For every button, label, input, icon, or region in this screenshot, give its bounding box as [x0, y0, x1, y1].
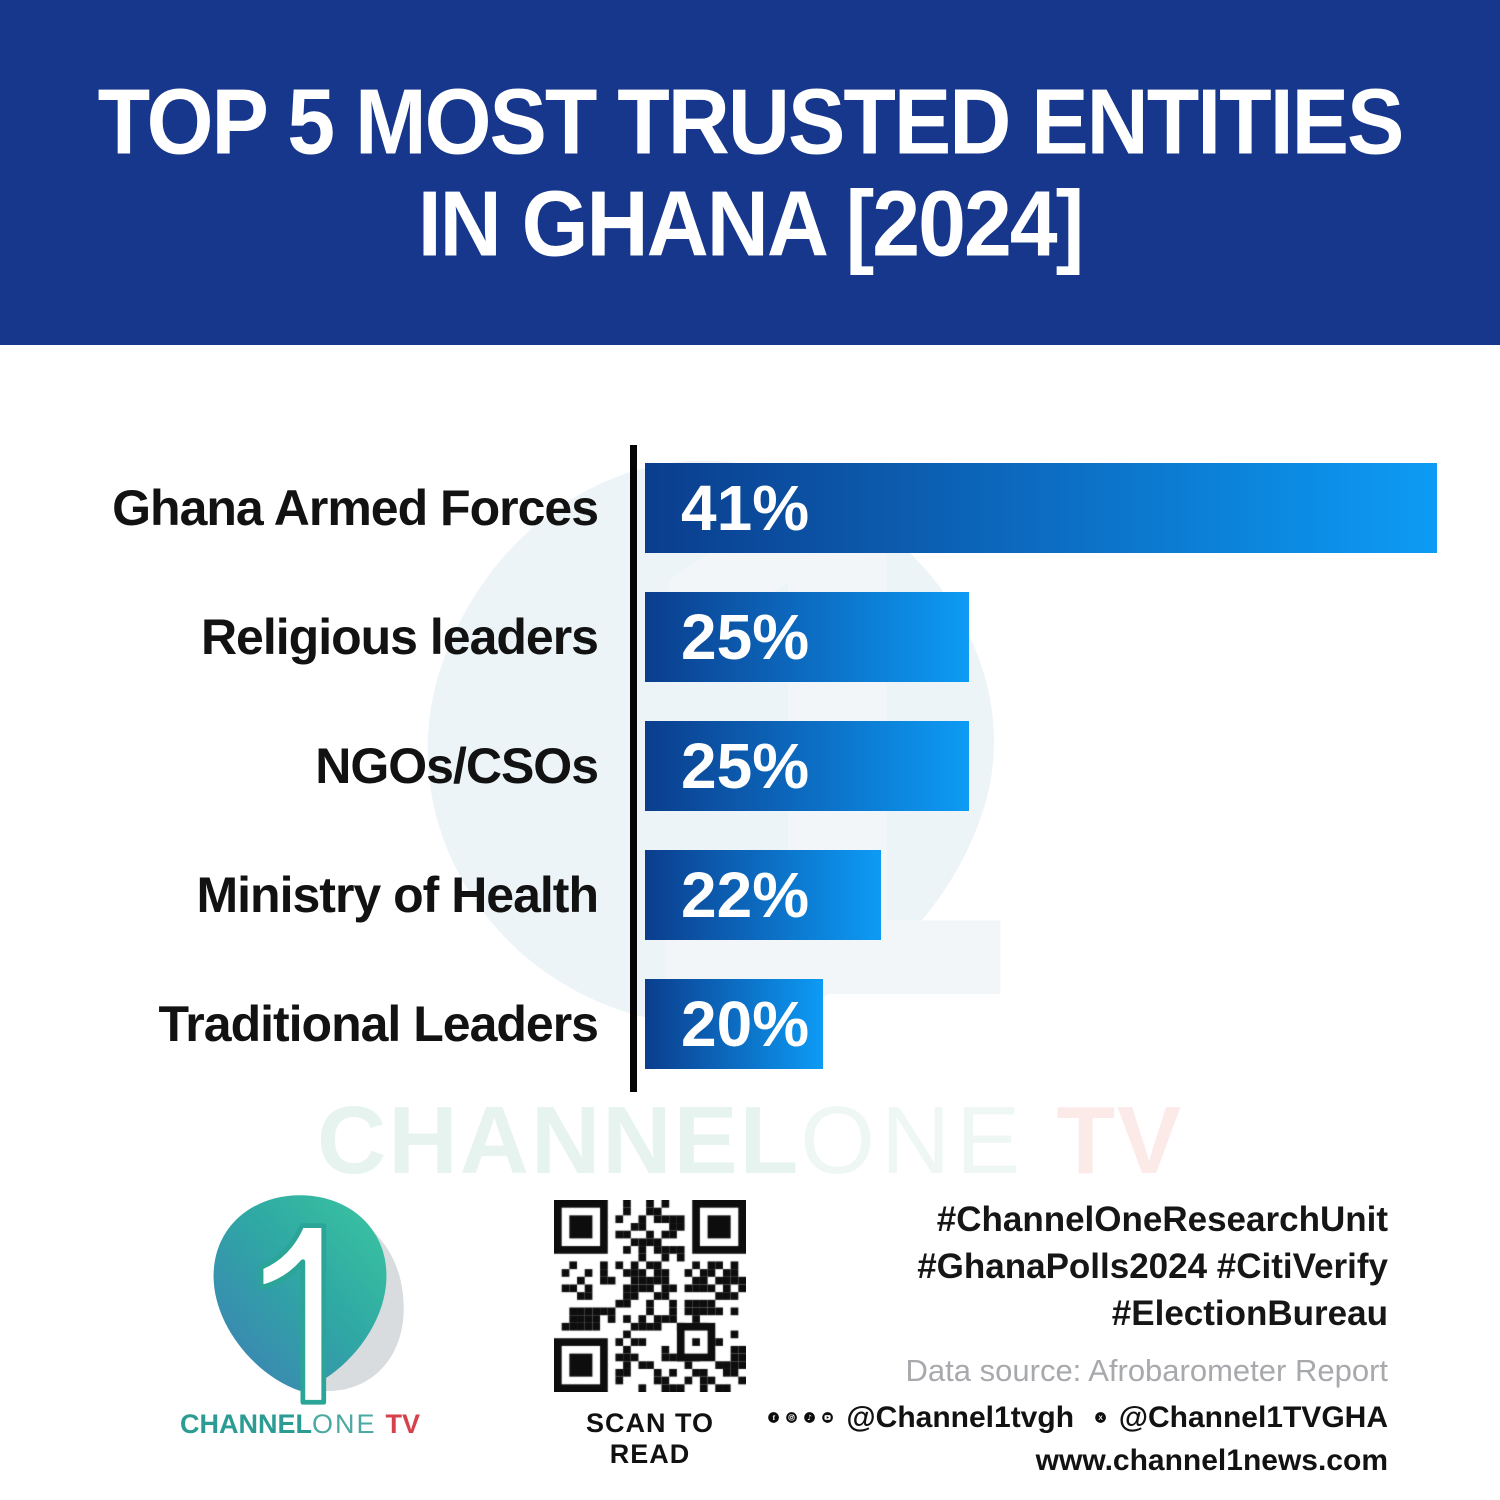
- wordmark-tv: TV: [385, 1409, 421, 1439]
- value-label: 25%: [681, 730, 810, 802]
- hashtags-line1: #ChannelOneResearchUnit: [936, 1200, 1388, 1239]
- watermark-tv: TV: [1056, 1087, 1183, 1194]
- value-label: 25%: [681, 601, 810, 673]
- category-label: NGOs/CSOs: [315, 738, 599, 794]
- chart-row: Ghana Armed Forces 41%: [0, 463, 1500, 553]
- chart-row: Ministry of Health 22%: [0, 850, 1500, 940]
- category-label: Ministry of Health: [196, 867, 599, 923]
- logo-wordmark: CHANNELONE TV: [150, 1409, 450, 1440]
- bar: 25%: [645, 592, 969, 682]
- bar: 25%: [645, 721, 969, 811]
- logo-one-glyph: [258, 1223, 327, 1405]
- channel-one-logo: [213, 1195, 404, 1405]
- watermark-one: ONE: [800, 1087, 1027, 1194]
- social-handle-main: @Channel1tvgh: [846, 1400, 1075, 1434]
- chart-row: Religious leaders 25%: [0, 592, 1500, 682]
- svg-text:f: f: [773, 1413, 776, 1422]
- qr-code: [554, 1200, 746, 1392]
- website-url: www.channel1news.com: [1035, 1444, 1388, 1477]
- instagram-icon: [786, 1412, 798, 1423]
- wordmark-one: ONE: [311, 1409, 377, 1439]
- bar: 41%: [645, 463, 1437, 553]
- youtube-icon: [822, 1412, 834, 1423]
- category-label: Traditional Leaders: [158, 996, 599, 1052]
- footer-right-block: #ChannelOneResearchUnit #GhanaPolls2024 …: [768, 1196, 1388, 1480]
- chart-axis: [630, 445, 637, 1092]
- logo-teal-pick: [213, 1195, 387, 1391]
- header-banner: TOP 5 MOST TRUSTED ENTITIES IN GHANA [20…: [0, 0, 1500, 345]
- hashtags-line2: #GhanaPolls2024 #CitiVerify: [917, 1247, 1388, 1286]
- category-label: Ghana Armed Forces: [112, 480, 599, 536]
- hashtags-line3: #ElectionBureau: [1111, 1294, 1388, 1333]
- channel-one-logo-block: CHANNELONE TV: [150, 1180, 450, 1440]
- svg-text:♪: ♪: [807, 1413, 812, 1422]
- bar: 22%: [645, 850, 881, 940]
- channel-one-tv-watermark: CHANNELONE TV: [0, 1086, 1500, 1196]
- bar: 20%: [645, 979, 823, 1069]
- facebook-icon: f: [768, 1412, 779, 1423]
- category-label: Religious leaders: [200, 609, 599, 665]
- value-label: 20%: [681, 988, 810, 1060]
- qr-block: SCAN TO READ: [552, 1200, 748, 1470]
- social-handle-x: @Channel1TVGHA: [1118, 1400, 1388, 1434]
- svg-text:X: X: [1098, 1415, 1103, 1422]
- qr-caption: SCAN TO READ: [585, 1408, 714, 1469]
- watermark-channel: CHANNEL: [316, 1087, 801, 1194]
- page-title-line1: TOP 5 MOST TRUSTED ENTITIES: [97, 69, 1405, 174]
- wordmark-channel: CHANNEL: [179, 1409, 312, 1439]
- data-source-text: Data source: Afrobarometer Report: [905, 1353, 1388, 1388]
- chart-row: NGOs/CSOs 25%: [0, 721, 1500, 811]
- value-label: 22%: [681, 859, 810, 931]
- page-title-line2: IN GHANA [2024]: [417, 171, 1085, 276]
- chart-row: Traditional Leaders 20%: [0, 979, 1500, 1069]
- x-icon: X: [1094, 1412, 1106, 1423]
- value-label: 41%: [681, 472, 810, 544]
- social-row: f ♪ @Channel1tvgh X @: [768, 1399, 1388, 1436]
- tiktok-icon: ♪: [804, 1412, 816, 1423]
